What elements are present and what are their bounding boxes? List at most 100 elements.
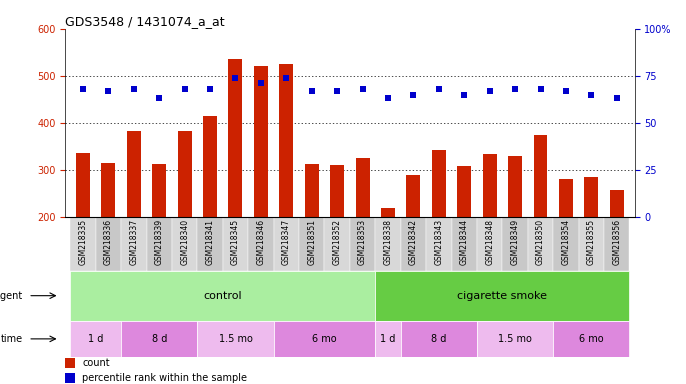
Bar — [70, 271, 375, 321]
Text: time: time — [0, 334, 23, 344]
Bar — [381, 209, 395, 217]
Bar — [604, 217, 630, 271]
Point — [78, 86, 88, 92]
Bar — [248, 217, 274, 271]
Point — [179, 86, 190, 92]
Bar — [375, 321, 401, 357]
Bar — [70, 217, 95, 271]
Bar — [477, 217, 502, 271]
Text: GSM218350: GSM218350 — [536, 218, 545, 265]
Text: GSM218337: GSM218337 — [129, 218, 139, 265]
Text: GSM218347: GSM218347 — [282, 218, 291, 265]
Point — [204, 86, 215, 92]
Bar — [95, 217, 121, 271]
Text: 6 mo: 6 mo — [579, 334, 604, 344]
Text: 1.5 mo: 1.5 mo — [219, 334, 252, 344]
Bar — [198, 321, 274, 357]
Bar — [610, 190, 624, 217]
Text: GSM218342: GSM218342 — [409, 218, 418, 265]
Bar — [299, 217, 324, 271]
Text: GSM218353: GSM218353 — [358, 218, 367, 265]
Point — [510, 86, 521, 92]
Point — [560, 88, 571, 94]
Bar — [502, 217, 528, 271]
Bar — [279, 64, 294, 217]
Bar — [127, 131, 141, 217]
Bar — [102, 163, 115, 217]
Text: 1 d: 1 d — [380, 334, 396, 344]
Bar — [65, 359, 75, 368]
Bar — [458, 166, 471, 217]
Bar — [578, 217, 604, 271]
Bar — [324, 217, 350, 271]
Bar — [178, 131, 191, 217]
Bar — [76, 154, 90, 217]
Text: GSM218346: GSM218346 — [257, 218, 265, 265]
Point — [357, 86, 368, 92]
Text: GSM218335: GSM218335 — [78, 218, 87, 265]
Bar — [431, 150, 446, 217]
Point — [255, 80, 266, 86]
Point — [306, 88, 317, 94]
Bar — [350, 217, 375, 271]
Bar — [528, 217, 553, 271]
Text: GDS3548 / 1431074_a_at: GDS3548 / 1431074_a_at — [65, 15, 225, 28]
Bar — [553, 217, 578, 271]
Text: agent: agent — [0, 291, 23, 301]
Bar — [559, 179, 573, 217]
Bar — [534, 135, 547, 217]
Text: GSM218341: GSM218341 — [206, 218, 215, 265]
Bar — [401, 321, 477, 357]
Text: GSM218338: GSM218338 — [383, 218, 392, 265]
Point — [484, 88, 495, 94]
Text: cigarette smoke: cigarette smoke — [458, 291, 547, 301]
Bar — [274, 321, 375, 357]
Bar — [254, 66, 268, 217]
Bar — [198, 217, 223, 271]
Bar — [172, 217, 198, 271]
Text: count: count — [82, 358, 110, 368]
Text: GSM218339: GSM218339 — [155, 218, 164, 265]
Point — [459, 91, 470, 98]
Text: control: control — [204, 291, 242, 301]
Text: GSM218340: GSM218340 — [180, 218, 189, 265]
Bar — [553, 321, 630, 357]
Point — [535, 86, 546, 92]
Point — [383, 95, 394, 101]
Point — [154, 95, 165, 101]
Bar — [584, 177, 598, 217]
Bar — [152, 164, 166, 217]
Text: GSM218348: GSM218348 — [485, 218, 494, 265]
Bar — [65, 373, 75, 382]
Bar — [477, 321, 553, 357]
Text: 8 d: 8 d — [431, 334, 447, 344]
Point — [230, 74, 241, 81]
Bar — [451, 217, 477, 271]
Point — [408, 91, 419, 98]
Text: GSM218355: GSM218355 — [587, 218, 596, 265]
Text: GSM218349: GSM218349 — [510, 218, 519, 265]
Text: GSM218345: GSM218345 — [231, 218, 240, 265]
Bar — [355, 158, 370, 217]
Point — [434, 86, 445, 92]
Bar — [508, 156, 522, 217]
Bar — [401, 217, 426, 271]
Bar — [223, 217, 248, 271]
Bar — [121, 217, 147, 271]
Bar — [375, 217, 401, 271]
Text: 1.5 mo: 1.5 mo — [498, 334, 532, 344]
Bar — [305, 164, 319, 217]
Point — [128, 86, 139, 92]
Point — [586, 91, 597, 98]
Bar — [274, 217, 299, 271]
Bar — [375, 271, 630, 321]
Bar — [483, 154, 497, 217]
Bar — [147, 217, 172, 271]
Text: percentile rank within the sample: percentile rank within the sample — [82, 373, 247, 383]
Point — [281, 74, 292, 81]
Bar — [330, 165, 344, 217]
Point — [611, 95, 622, 101]
Text: GSM218336: GSM218336 — [104, 218, 113, 265]
Text: GSM218354: GSM218354 — [561, 218, 571, 265]
Bar — [70, 321, 121, 357]
